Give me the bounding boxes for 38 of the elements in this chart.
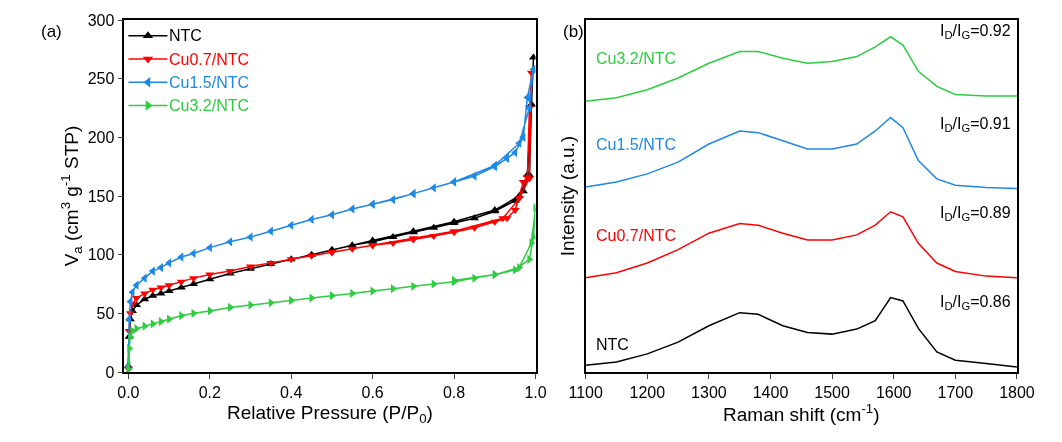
x-tick-label: 0.0 bbox=[117, 383, 140, 401]
x-tick-label: 0.6 bbox=[361, 383, 384, 401]
annotation: I$_{D}$/I$_{G}$=0.92 bbox=[940, 22, 1011, 42]
series-label: Cu0.7/NTC bbox=[596, 227, 677, 244]
y-tick-label: 300 bbox=[87, 11, 115, 29]
x-axis-title: Raman shift (cm$^{-1}$) bbox=[723, 400, 880, 425]
x-tick-label: 1600 bbox=[875, 383, 912, 401]
x-tick-label: 1800 bbox=[999, 383, 1035, 401]
y-tick-label: 50 bbox=[96, 304, 115, 322]
chart-title: (a) bbox=[41, 22, 62, 41]
legend-label: Cu0.7/NTC bbox=[169, 51, 250, 68]
x-tick-label: 1100 bbox=[568, 383, 603, 401]
x-tick-label: 0.2 bbox=[198, 383, 221, 401]
y-tick-label: 200 bbox=[87, 128, 115, 146]
y-tick-label: 150 bbox=[87, 187, 115, 205]
annotation: I$_{D}$/I$_{G}$=0.86 bbox=[940, 293, 1011, 313]
annotation: I$_{D}$/I$_{G}$=0.89 bbox=[940, 204, 1011, 224]
series-label: Cu3.2/NTC bbox=[596, 50, 677, 67]
y-tick-label: 250 bbox=[87, 70, 115, 88]
legend-label: Cu1.5/NTC bbox=[169, 74, 250, 91]
series-label: NTC bbox=[596, 336, 629, 353]
x-tick-label: 1400 bbox=[752, 383, 789, 401]
x-tick-label: 1300 bbox=[691, 383, 727, 401]
x-tick-label: 1.0 bbox=[524, 383, 547, 401]
legend-label: Cu3.2/NTC bbox=[169, 97, 250, 114]
x-tick-label: 1200 bbox=[629, 383, 666, 401]
legend-label: NTC bbox=[169, 27, 202, 44]
y-axis-title: Intensity (a.u.) bbox=[557, 135, 579, 257]
x-tick-label: 0.4 bbox=[280, 383, 303, 401]
chart-title: (b) bbox=[563, 22, 584, 41]
series-label: Cu1.5/NTC bbox=[596, 136, 677, 153]
y-tick-label: 0 bbox=[105, 363, 115, 381]
x-tick-label: 1500 bbox=[814, 383, 851, 401]
x-axis-title: Relative Pressure (P/P$_{0}$) bbox=[226, 402, 433, 427]
y-tick-label: 100 bbox=[87, 246, 115, 264]
annotation: I$_{D}$/I$_{G}$=0.91 bbox=[940, 115, 1011, 135]
x-tick-label: 0.8 bbox=[442, 383, 466, 401]
x-tick-label: 1700 bbox=[937, 383, 974, 401]
